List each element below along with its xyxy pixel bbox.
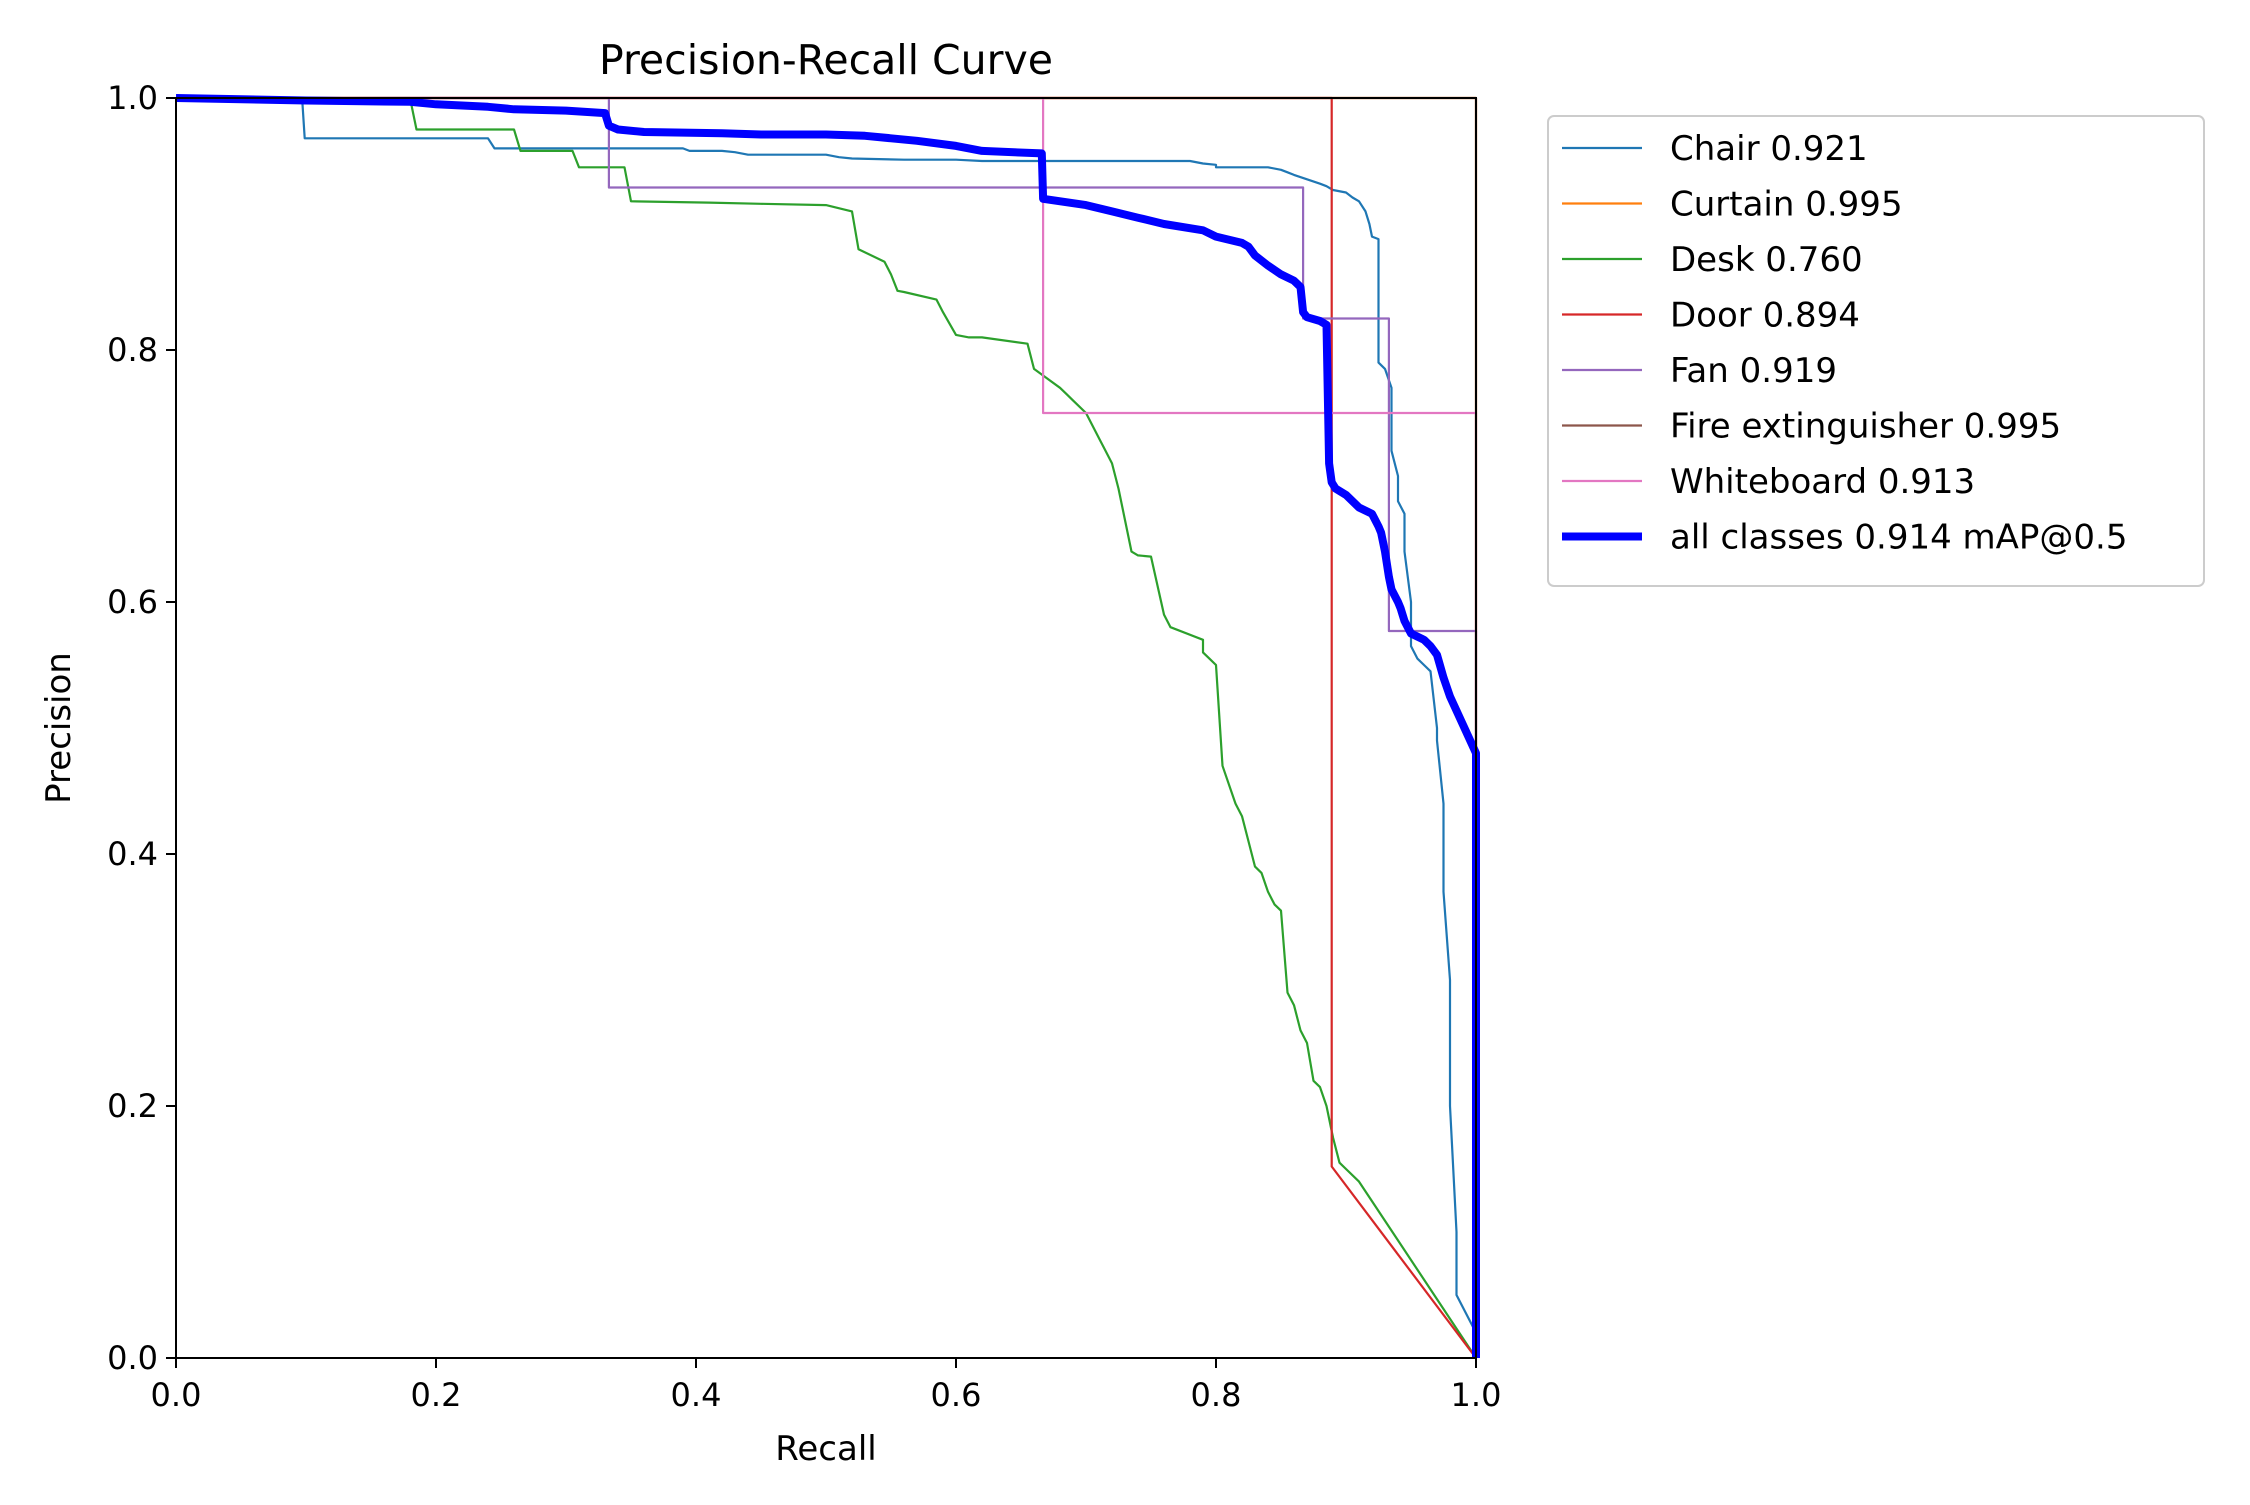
y-axis: 0.0 0.2 0.4 0.6 0.8 1.0 bbox=[107, 79, 176, 1377]
x-axis: 0.0 0.2 0.4 0.6 0.8 1.0 bbox=[151, 1358, 1502, 1414]
series-line-7 bbox=[175, 94, 1480, 1358]
x-tick-label: 1.0 bbox=[1451, 1376, 1502, 1414]
legend-entry: Chair 0.921 bbox=[1670, 129, 1868, 169]
y-tick-label: 0.6 bbox=[107, 583, 158, 621]
series-line-1 bbox=[176, 96, 1478, 1358]
legend-entry: Door 0.894 bbox=[1670, 296, 1860, 336]
series-line-0 bbox=[176, 96, 1478, 1358]
legend-entry: all classes 0.914 mAP@0.5 bbox=[1670, 518, 2127, 558]
legend-entry: Desk 0.760 bbox=[1670, 240, 1863, 280]
legend-box bbox=[1547, 115, 2205, 587]
y-axis-label: Precision bbox=[39, 652, 79, 804]
x-tick-label: 0.0 bbox=[151, 1376, 202, 1414]
y-tick-label: 0.8 bbox=[107, 331, 158, 369]
x-tick-label: 0.2 bbox=[411, 1376, 462, 1414]
x-axis-label: Recall bbox=[775, 1429, 876, 1469]
legend-entry: Fan 0.919 bbox=[1670, 351, 1837, 391]
x-tick-label: 0.8 bbox=[1191, 1376, 1242, 1414]
series-line-5 bbox=[176, 96, 1478, 1358]
series-line-6 bbox=[176, 96, 1478, 1358]
x-tick-label: 0.6 bbox=[931, 1376, 982, 1414]
legend-entry: Curtain 0.995 bbox=[1670, 185, 1903, 225]
y-tick-label: 1.0 bbox=[107, 79, 158, 117]
series-line-3 bbox=[176, 96, 1477, 1359]
y-tick-label: 0.4 bbox=[107, 835, 158, 873]
legend: Chair 0.921 Curtain 0.995 Desk 0.760 Door 0… bbox=[1547, 115, 2205, 587]
plot-frame bbox=[175, 97, 1477, 1359]
x-tick-label: 0.4 bbox=[671, 1376, 722, 1414]
series-line-4 bbox=[176, 96, 1478, 1358]
series-line-2 bbox=[176, 96, 1477, 1359]
y-tick-label: 0.2 bbox=[107, 1087, 158, 1125]
legend-entry: Whiteboard 0.913 bbox=[1670, 462, 1975, 502]
chart-title: Precision-Recall Curve bbox=[599, 36, 1053, 84]
y-tick-label: 0.0 bbox=[107, 1339, 158, 1377]
series-layer bbox=[175, 94, 1480, 1359]
legend-entry: Fire extinguisher 0.995 bbox=[1670, 407, 2061, 447]
